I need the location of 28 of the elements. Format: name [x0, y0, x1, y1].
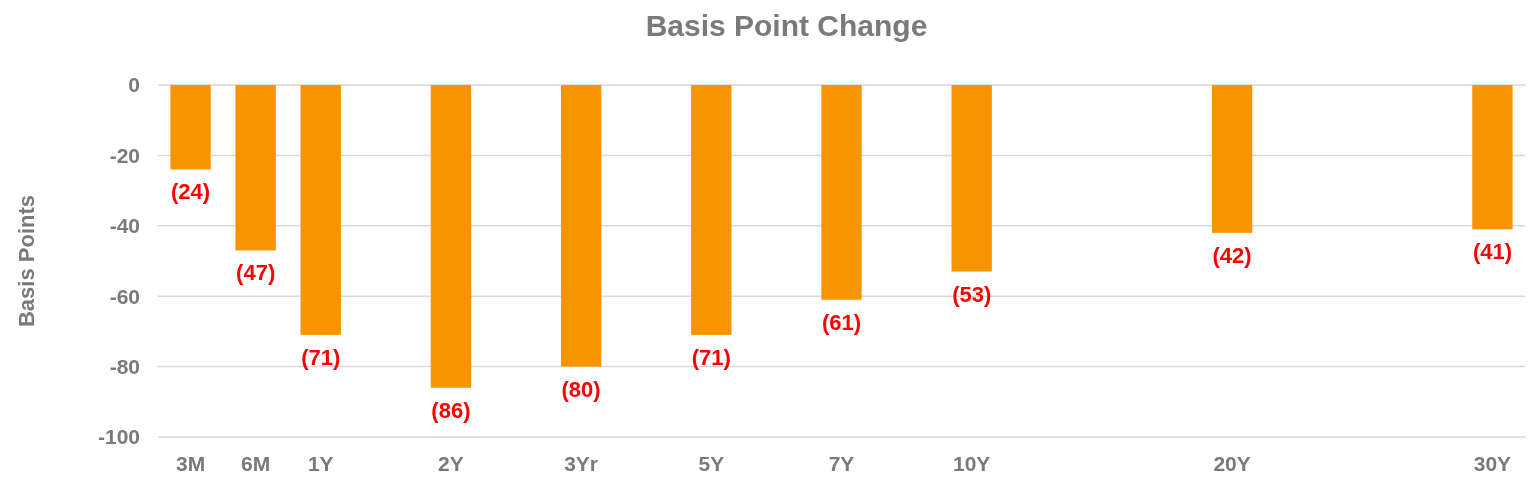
data-label: (80) [561, 376, 601, 402]
data-label: (47) [236, 260, 276, 286]
data-label: (61) [821, 309, 862, 335]
x-tick-label: 2Y [438, 452, 464, 475]
data-label: (86) [431, 397, 471, 423]
x-tick-label: 30Y [1473, 452, 1512, 475]
y-tick-label: -40 [109, 214, 140, 238]
y-tick-label: -20 [109, 143, 140, 167]
data-label: (41) [1472, 239, 1513, 265]
y-tick-label: -100 [97, 425, 140, 449]
x-tick-label: 10Y [953, 452, 991, 475]
y-tick-label: -60 [109, 284, 140, 308]
data-label: (71) [301, 344, 341, 370]
y-tick-label: -80 [109, 354, 140, 378]
y-tick-label: 0 [128, 73, 140, 97]
x-tick-label: 6M [241, 452, 271, 475]
x-tick-label: 5Y [698, 452, 725, 475]
chart-title: Basis Point Change [645, 9, 928, 42]
x-tick-label: 20Y [1213, 452, 1251, 475]
x-tick-label: 1Y [307, 452, 334, 475]
y-axis-title: Basis Points [14, 194, 39, 328]
data-label: (53) [952, 281, 992, 307]
x-tick-label: 7Y [828, 452, 855, 475]
x-tick-label: 3M [175, 452, 206, 475]
data-label: (71) [691, 344, 731, 370]
data-label: (24) [170, 179, 211, 205]
data-label: (42) [1212, 242, 1252, 268]
x-tick-label: 3Yr [564, 452, 599, 475]
